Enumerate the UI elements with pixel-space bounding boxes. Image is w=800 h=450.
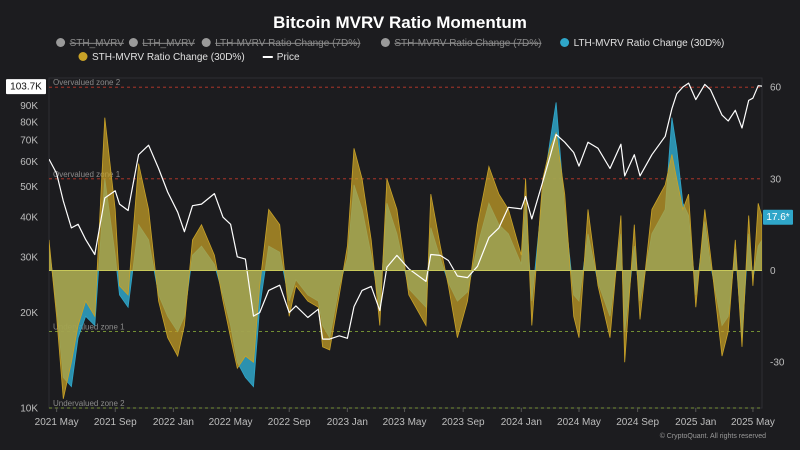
legend: STH_MVRV LTH_MVRV LTH-MVRV Ratio Change (7… [56, 38, 724, 63]
legend-label: STH-MVRV Ratio Change (7D%) [394, 38, 541, 49]
x-tick-label: 2022 Sep [268, 417, 311, 428]
x-axis-ticks: 2021 May 2021 Sep 2022 Jan 2022 May 2022 Sep… [35, 408, 775, 428]
price-line [49, 82, 762, 340]
x-tick-label: 2024 May [557, 417, 601, 428]
legend-label: LTH-MVRV Ratio Change (30D%) [574, 38, 725, 49]
y-right-tick-label: 0 [770, 266, 776, 277]
legend-dot-icon [380, 38, 390, 47]
legend-dot-icon [201, 38, 211, 47]
y-left-tick-label: 70K [20, 136, 38, 147]
y-right-tick-label: 60 [770, 83, 782, 94]
x-tick-label: 2023 Jan [327, 417, 368, 428]
legend-dot-icon [78, 52, 88, 61]
zone-label: Undervalued zone 2 [53, 399, 125, 408]
price-badge: 103.7K [6, 79, 46, 95]
plot-series [49, 82, 762, 399]
sth-mvrv-30d-area [49, 117, 762, 399]
legend-item[interactable]: STH-MVRV Ratio Change (7D%) [380, 38, 542, 49]
legend-label: Price [277, 52, 300, 63]
legend-label: STH_MVRV [70, 38, 125, 49]
chart-title: Bitcoin MVRV Ratio Momentum [273, 13, 527, 32]
x-tick-label: 2022 May [209, 417, 253, 428]
y-axis-left-ticks: 10K 20K 30K 40K 50K 60K 70K 80K 90K [20, 101, 38, 414]
x-tick-label: 2021 Sep [94, 417, 137, 428]
y-right-tick-label: -30 [770, 358, 785, 369]
zone-label: Overvalued zone 1 [53, 170, 121, 179]
legend-label: LTH_MVRV [142, 38, 195, 49]
y-left-tick-label: 80K [20, 117, 38, 128]
y-left-tick-label: 90K [20, 101, 38, 112]
legend-item[interactable]: LTH-MVRV Ratio Change (7D%) [201, 38, 361, 49]
legend-item[interactable]: STH_MVRV [56, 38, 124, 49]
zone-label: Undervalued zone 1 [53, 323, 125, 332]
y-right-tick-label: 30 [770, 174, 782, 185]
x-tick-label: 2023 Sep [442, 417, 485, 428]
legend-label: LTH-MVRV Ratio Change (7D%) [215, 38, 360, 49]
momentum-badge-label: 17.6* [766, 212, 789, 223]
x-tick-label: 2022 Jan [153, 417, 194, 428]
legend-item[interactable]: STH-MVRV Ratio Change (30D%) [78, 52, 245, 63]
legend-dot-icon [128, 38, 138, 47]
zone-lines: Overvalued zone 2 Overvalued zone 1 Underv… [49, 78, 762, 409]
y-left-tick-label: 60K [20, 157, 38, 168]
legend-item[interactable]: LTH_MVRV [128, 38, 195, 49]
x-tick-label: 2025 Jan [675, 417, 716, 428]
y-axis-right-ticks: 60 30 0 -30 [770, 83, 785, 369]
zone-label: Overvalued zone 2 [53, 78, 121, 87]
x-tick-label: 2021 May [35, 417, 79, 428]
legend-label: STH-MVRV Ratio Change (30D%) [92, 52, 245, 63]
y-left-tick-label: 40K [20, 213, 38, 224]
x-tick-label: 2023 May [383, 417, 427, 428]
legend-dot-icon [560, 38, 570, 47]
momentum-badge: 17.6* [763, 209, 793, 225]
y-left-tick-label: 20K [20, 308, 38, 319]
legend-dot-icon [56, 38, 66, 47]
y-left-tick-label: 10K [20, 404, 38, 415]
y-left-tick-label: 50K [20, 182, 38, 193]
x-tick-label: 2025 May [731, 417, 775, 428]
legend-item[interactable]: LTH-MVRV Ratio Change (30D%) [560, 38, 724, 49]
x-tick-label: 2024 Sep [616, 417, 659, 428]
x-tick-label: 2024 Jan [501, 417, 542, 428]
credit-text: © CryptoQuant. All rights reserved [660, 432, 766, 440]
legend-item[interactable]: Price [262, 52, 300, 63]
y-left-tick-label: 30K [20, 252, 38, 263]
price-badge-label: 103.7K [10, 82, 42, 93]
